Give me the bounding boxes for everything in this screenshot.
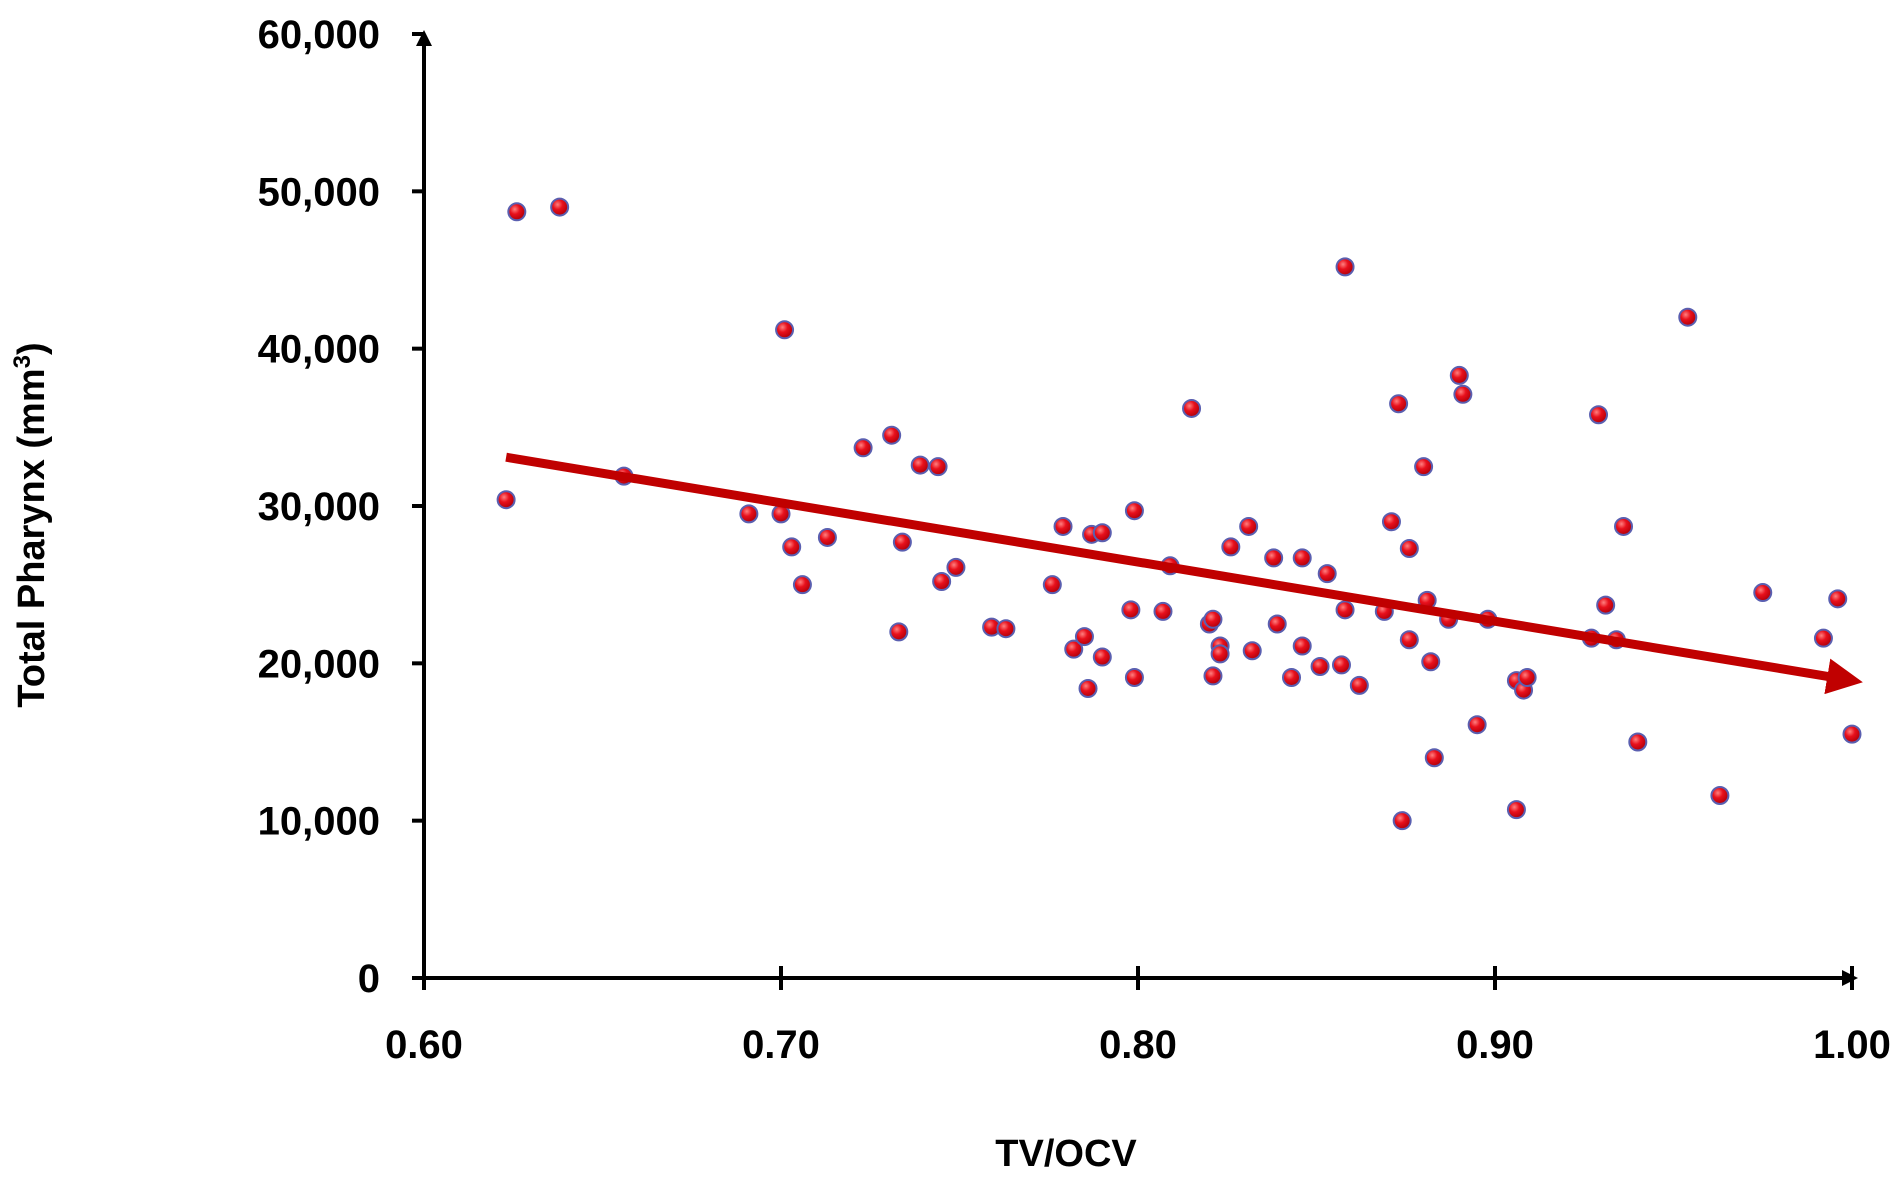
- data-point: [1678, 307, 1698, 327]
- data-point: [1614, 516, 1634, 536]
- y-tick-label: 30,000: [258, 485, 380, 529]
- x-tick-label: 0.60: [385, 1023, 463, 1067]
- x-tick-label: 0.90: [1456, 1023, 1534, 1067]
- data-point: [1506, 800, 1526, 820]
- data-point: [1153, 601, 1173, 621]
- y-axis-title: Total Pharynx (mm3): [9, 342, 53, 707]
- y-axis-arrowhead: [416, 30, 432, 46]
- data-point: [1182, 398, 1202, 418]
- data-point: [1092, 647, 1112, 667]
- data-point: [1842, 724, 1862, 744]
- data-point: [928, 457, 948, 477]
- data-point: [1203, 609, 1223, 629]
- data-point: [1331, 655, 1351, 675]
- data-point: [1414, 457, 1434, 477]
- x-ticks: 0.60 0.70 0.80 0.90 1.00: [385, 966, 1891, 1067]
- x-axis-title: TV/OCV: [995, 1133, 1137, 1175]
- data-point: [1381, 512, 1401, 532]
- data-point: [1042, 575, 1062, 595]
- trendline-group: [505, 452, 1863, 695]
- data-point: [1392, 811, 1412, 831]
- data-points: [496, 197, 1862, 831]
- data-point: [1335, 600, 1355, 620]
- data-point: [1239, 516, 1259, 536]
- data-point: [1399, 630, 1419, 650]
- y-tick-label: 60,000: [258, 13, 380, 57]
- data-point: [1596, 595, 1616, 615]
- data-point: [1335, 257, 1355, 277]
- data-point: [1078, 679, 1098, 699]
- data-point: [1753, 583, 1773, 603]
- y-tick-label: 50,000: [258, 170, 380, 214]
- y-tick-label: 20,000: [258, 642, 380, 686]
- data-point: [1517, 667, 1537, 687]
- data-point: [775, 320, 795, 340]
- data-point: [892, 532, 912, 552]
- data-point: [550, 197, 570, 217]
- data-point: [1124, 667, 1144, 687]
- data-point: [1310, 656, 1330, 676]
- data-point: [1389, 394, 1409, 414]
- data-point: [782, 537, 802, 557]
- y-axis-title-main: Total Pharynx (mm: [11, 368, 53, 707]
- y-tick-label: 10,000: [258, 800, 380, 844]
- data-point: [1064, 639, 1084, 659]
- data-point: [1203, 666, 1223, 686]
- data-point: [1124, 501, 1144, 521]
- data-point: [496, 490, 516, 510]
- data-point: [792, 575, 812, 595]
- data-point: [1710, 785, 1730, 805]
- data-point: [996, 619, 1016, 639]
- data-point: [1317, 564, 1337, 584]
- data-point: [1267, 614, 1287, 634]
- data-point: [1349, 675, 1369, 695]
- data-point: [1399, 538, 1419, 558]
- data-point: [1589, 405, 1609, 425]
- data-point: [1092, 523, 1112, 543]
- data-point: [1221, 537, 1241, 557]
- data-point: [1282, 667, 1302, 687]
- data-point: [946, 557, 966, 577]
- data-point: [1292, 636, 1312, 656]
- data-point: [882, 425, 902, 445]
- data-point: [1210, 644, 1230, 664]
- y-tick-label: 0: [358, 957, 380, 1001]
- data-point: [889, 622, 909, 642]
- data-point: [1813, 628, 1833, 648]
- data-point: [1453, 384, 1473, 404]
- y-ticks: 0 10,000 20,000 30,000 40,000 50,000 60,000: [258, 13, 424, 1001]
- data-point: [507, 202, 527, 222]
- data-point: [910, 455, 930, 475]
- x-tick-label: 0.80: [1099, 1023, 1177, 1067]
- data-point: [1121, 600, 1141, 620]
- data-point: [1467, 715, 1487, 735]
- data-point: [1628, 732, 1648, 752]
- data-point: [817, 527, 837, 547]
- trendline-arrow: [505, 452, 1863, 695]
- x-tick-label: 1.00: [1813, 1023, 1891, 1067]
- y-tick-label: 40,000: [258, 328, 380, 372]
- data-point: [1242, 641, 1262, 661]
- x-tick-label: 0.70: [742, 1023, 820, 1067]
- data-point: [739, 504, 759, 524]
- data-point: [1424, 748, 1444, 768]
- data-point: [853, 438, 873, 458]
- data-point: [932, 572, 952, 592]
- data-point: [1828, 589, 1848, 609]
- data-point: [1292, 548, 1312, 568]
- data-point: [1449, 365, 1469, 385]
- data-point: [1421, 652, 1441, 672]
- data-point: [1053, 516, 1073, 536]
- data-point: [1264, 548, 1284, 568]
- y-axis-title-superscript: 3: [9, 355, 36, 368]
- data-point: [1074, 627, 1094, 647]
- y-axis-title-end: ): [11, 342, 53, 355]
